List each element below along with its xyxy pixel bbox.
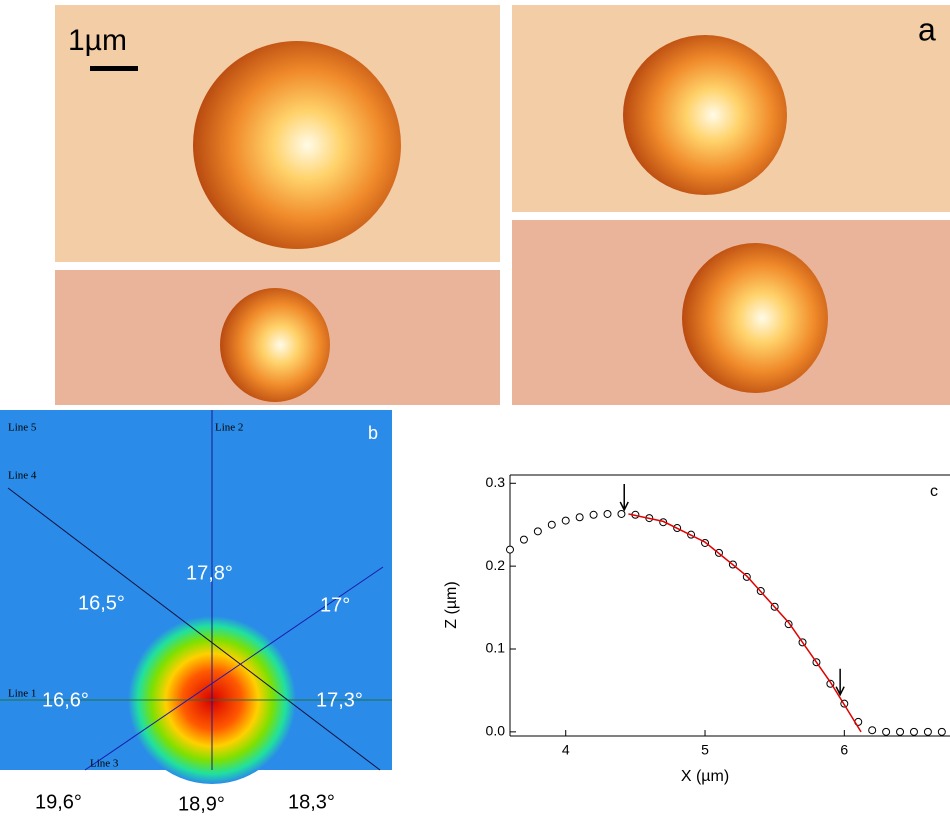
data-point: [575, 513, 584, 522]
angle-label: 18,3°: [288, 791, 335, 813]
panel-label: a: [918, 11, 936, 47]
droplet: [623, 35, 787, 195]
panel-label: b: [368, 423, 378, 443]
y-axis-label: Z (µm): [443, 581, 460, 628]
line-label: Line 4: [8, 470, 37, 482]
data-point: [533, 527, 542, 536]
line-label: Line 5: [8, 422, 37, 434]
x-tick-label: 5: [701, 742, 709, 758]
data-point: [882, 727, 891, 736]
scale-bar-label: 1µm: [68, 24, 127, 57]
data-point: [519, 535, 528, 544]
angle-label: 16,5°: [78, 592, 125, 614]
data-point: [589, 510, 598, 519]
line-label: Line 3: [90, 758, 119, 770]
profile-line: [7, 487, 381, 771]
x-tick-label: 4: [562, 742, 570, 758]
data-point: [909, 727, 918, 736]
angle-label: 16,6°: [42, 689, 89, 711]
y-tick-label: 0.2: [486, 557, 506, 573]
angle-label: 17°: [320, 594, 350, 616]
profile-line: [84, 566, 384, 771]
droplet: [682, 243, 828, 393]
droplet: [220, 288, 330, 402]
data-point: [896, 727, 905, 736]
data-point: [561, 516, 570, 525]
angle-label: 19,6°: [35, 791, 82, 813]
arrow: [835, 668, 845, 697]
droplet: [193, 41, 401, 249]
arrow: [619, 483, 629, 512]
angle-label: 17,3°: [316, 689, 363, 711]
x-tick-label: 6: [840, 742, 848, 758]
panel-label: c: [930, 483, 938, 500]
y-tick-label: 0.1: [486, 640, 506, 656]
fit-line: [628, 513, 862, 733]
line-label: Line 1: [8, 688, 36, 700]
scale-bar: [90, 66, 138, 71]
data-point: [937, 727, 946, 736]
data-point: [617, 509, 626, 518]
data-point: [506, 545, 514, 554]
data-point: [923, 727, 932, 736]
angle-label: 17,8°: [186, 562, 233, 584]
y-tick-label: 0.3: [486, 474, 506, 490]
data-point: [603, 509, 612, 518]
y-tick-label: 0.0: [486, 723, 506, 739]
line-label: Line 2: [215, 422, 243, 434]
data-point: [547, 520, 556, 529]
x-axis-label: X (µm): [681, 768, 729, 785]
angle-label: 18,9°: [178, 793, 225, 815]
data-point: [868, 726, 877, 735]
